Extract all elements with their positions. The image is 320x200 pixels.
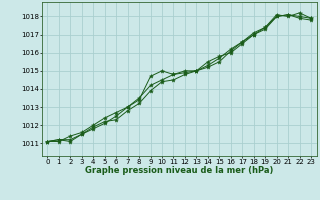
X-axis label: Graphe pression niveau de la mer (hPa): Graphe pression niveau de la mer (hPa) <box>85 166 273 175</box>
